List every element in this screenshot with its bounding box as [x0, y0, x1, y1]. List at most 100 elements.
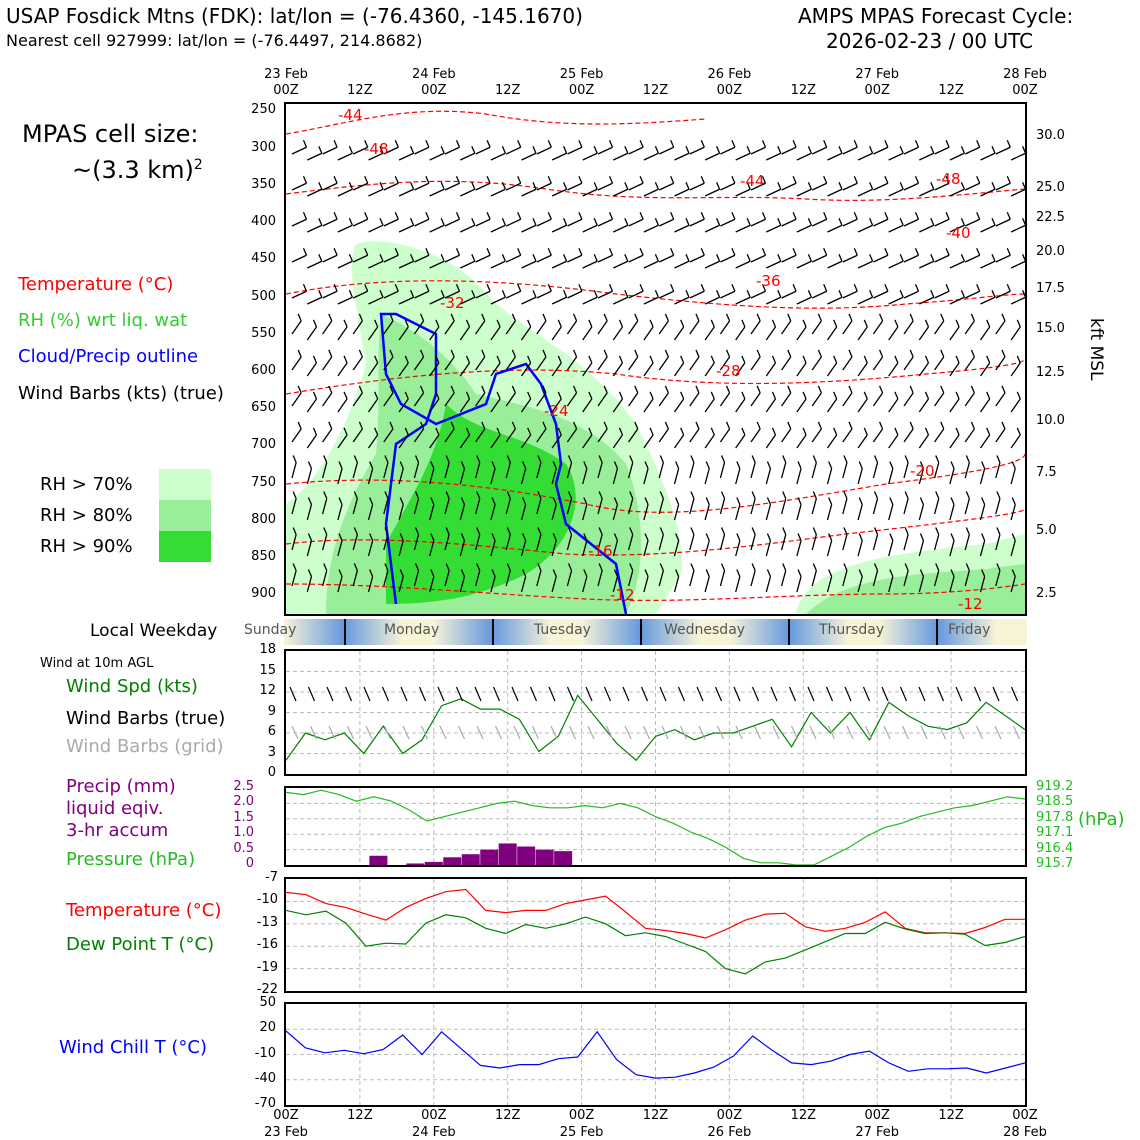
precip-tick: 2.5 [233, 779, 254, 794]
wind-barb [980, 152, 996, 161]
wind-barb [949, 224, 965, 233]
wind-barb-flag [950, 533, 955, 541]
wind-barb [1010, 260, 1025, 269]
wind-barb-flag [445, 455, 450, 463]
wind-barb-flag [338, 461, 343, 469]
wind-barb-flag [792, 139, 797, 148]
windchill-panel [284, 1002, 1027, 1107]
kft-tick: 5.0 [1036, 523, 1057, 538]
wind-barb-flag [863, 391, 868, 400]
wind-barb-flag [853, 175, 858, 184]
cross-section-svg: -44-48-44 -48-40-36-32-28-24-20-16-12 -12 [286, 106, 1025, 614]
wind-barb [842, 254, 858, 263]
wind-barb-10m [418, 686, 427, 702]
wind-barb [306, 434, 318, 449]
wind-barb-flag [563, 289, 568, 298]
wind-barb-flag [384, 491, 389, 499]
wind-barb-flag [307, 533, 313, 541]
wind-barb-flag [777, 145, 782, 154]
wind-barb [383, 570, 389, 587]
precip-tick: 1.5 [233, 809, 254, 825]
wind-barb-grid [1012, 725, 1021, 740]
wind-barb-flag [394, 175, 399, 184]
wind-barb-flag [802, 319, 807, 328]
wind-barb [735, 540, 741, 557]
wind-barb [643, 540, 649, 557]
precip-tick: 1.0 [233, 825, 254, 841]
wind-barb [475, 320, 486, 335]
wind-barb [505, 290, 521, 299]
wind-barb-flag [777, 253, 782, 262]
wind-barb [536, 356, 547, 371]
wind-barb-flag [511, 313, 516, 322]
wind-barb [551, 362, 562, 377]
wind-barb-flag [731, 175, 736, 184]
wind-barb [750, 356, 761, 371]
wind-barb-flag [333, 247, 338, 256]
wind-barb [612, 326, 624, 341]
wind-barb-flag [654, 217, 659, 226]
wind-barb [521, 188, 537, 197]
wind-barb-grid [494, 725, 503, 740]
wind-barb-grid [920, 725, 928, 740]
wind-barb-flag [307, 497, 313, 505]
wind-barb-flag [996, 563, 1001, 571]
wind-barb-flag [476, 491, 481, 499]
wind-barb [337, 576, 343, 593]
wind-barb [780, 570, 787, 587]
weekday-label: Tuesday [534, 622, 591, 638]
wind-barb [750, 290, 766, 299]
bottom-hour-label: 12Z [790, 1108, 817, 1123]
wind-barb [704, 152, 720, 161]
wind-barb-flag [659, 455, 664, 463]
wind-barb [475, 290, 491, 299]
wind-barb [919, 296, 935, 305]
wind-barb-flag [991, 181, 996, 190]
wind-barb-grid [642, 725, 651, 740]
wind-barb-flag [440, 217, 445, 226]
wind-barb [536, 146, 552, 155]
wind-barb-flag [501, 181, 506, 190]
wind-barb [582, 326, 593, 341]
wind-barb [322, 254, 338, 263]
wind-barb [306, 326, 318, 341]
wind-barb [964, 570, 970, 587]
wind-barb-flag [517, 139, 522, 148]
wind-barb [964, 254, 980, 263]
wind-barb [306, 468, 313, 485]
wind-barb [566, 356, 578, 371]
wind-barb-grid [402, 725, 410, 740]
wind-barb-flag [945, 211, 950, 220]
wind-barb [352, 498, 358, 515]
wind-barb-flag [991, 289, 996, 298]
wind-barb-flag [394, 247, 399, 256]
wind-barb [1010, 540, 1016, 557]
precip-bar [554, 851, 573, 865]
wind-barb-flag [802, 427, 807, 436]
wind-barb-flag [981, 461, 986, 469]
wind-barb-flag [522, 461, 527, 469]
wind-barb [949, 152, 965, 161]
wind-barb [321, 498, 328, 515]
cycle-title: AMPS MPAS Forecast Cycle: [798, 4, 1074, 28]
wind-barb [842, 146, 858, 155]
wind-barb [704, 540, 710, 557]
pressure-tick: 400 [251, 214, 276, 230]
temp-contour-label: -44 [740, 172, 765, 190]
wind-barb-10m [585, 686, 593, 702]
wind-barb [949, 576, 955, 593]
wind-barb-flag [318, 145, 323, 154]
wind-barb [444, 218, 460, 227]
temp-contour-label: -20 [910, 462, 935, 480]
wind-barb-flag [675, 569, 680, 577]
wind-barb-10m [326, 686, 334, 702]
wind-barb [505, 498, 511, 515]
wind-barb [551, 576, 557, 593]
wind-barb-flag [634, 421, 639, 430]
wind-barb-10m [566, 686, 575, 702]
wind-barb-flag [1006, 211, 1011, 220]
wind-barb-flag [873, 455, 879, 463]
wind-barb-flag [812, 527, 817, 535]
wind-barb [597, 290, 613, 299]
wind-barb [444, 356, 455, 371]
